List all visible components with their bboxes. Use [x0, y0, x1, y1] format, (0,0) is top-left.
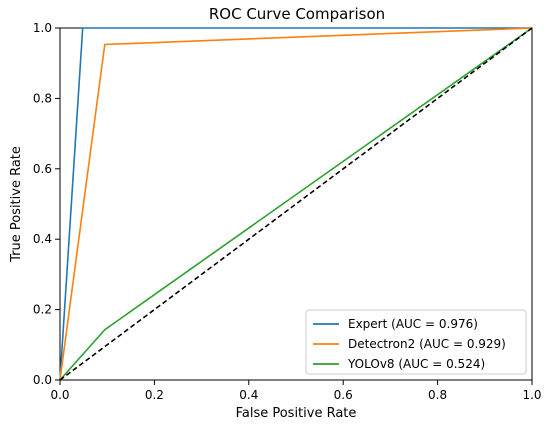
legend: Expert (AUC = 0.976) Detectron2 (AUC = 0.… — [305, 309, 527, 375]
chart-title: ROC Curve Comparison — [209, 5, 385, 23]
x-tick-label: 0.4 — [239, 388, 258, 402]
series-line-2 — [59, 27, 533, 381]
series-lines — [59, 27, 533, 381]
y-tick-label: 1.0 — [33, 21, 52, 35]
y-tick-label: 0.4 — [33, 232, 52, 246]
series-line-1 — [59, 27, 533, 381]
x-axis-label: False Positive Rate — [236, 406, 357, 421]
x-tick-label: 0.6 — [334, 388, 353, 402]
x-tick-label: 0.8 — [428, 388, 447, 402]
legend-label: Detectron2 (AUC = 0.929) — [348, 337, 506, 351]
y-tick-label: 0.6 — [33, 162, 52, 176]
x-tick-label: 1.0 — [522, 388, 541, 402]
reference-diagonal-line — [59, 27, 533, 381]
legend-label: Expert (AUC = 0.976) — [348, 317, 478, 331]
y-axis-ticks: 0.0 0.2 0.4 0.6 0.8 1.0 — [33, 21, 60, 387]
y-axis-label: True Positive Rate — [9, 146, 24, 263]
series-line-0 — [59, 27, 532, 381]
legend-box — [305, 309, 527, 375]
y-tick-label: 0.2 — [33, 303, 52, 317]
x-tick-label: 0.2 — [145, 388, 164, 402]
x-tick-label: 0.0 — [50, 388, 69, 402]
y-tick-label: 0.8 — [33, 91, 52, 105]
y-tick-label: 0.0 — [33, 373, 52, 387]
legend-label: YOLOv8 (AUC = 0.524) — [347, 357, 485, 371]
x-axis-ticks: 0.0 0.2 0.4 0.6 0.8 1.0 — [50, 380, 542, 402]
